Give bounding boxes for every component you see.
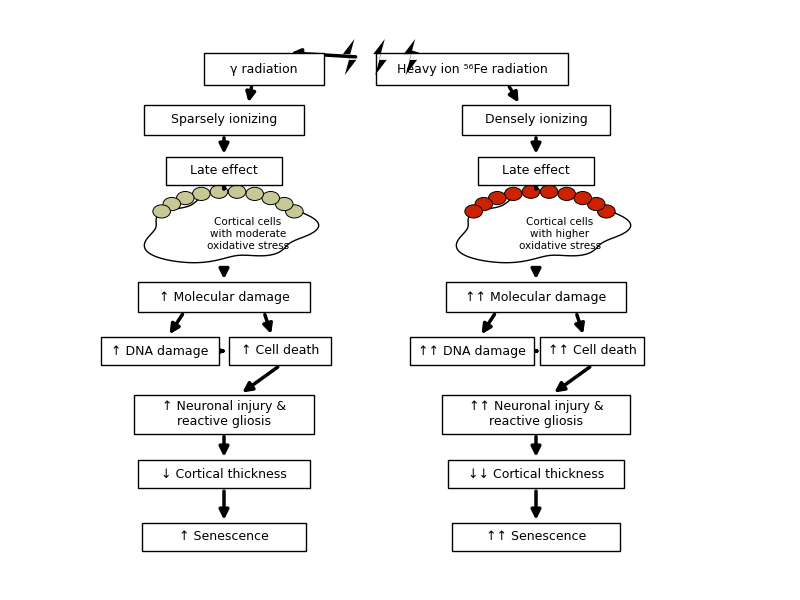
FancyBboxPatch shape [204, 53, 324, 85]
FancyBboxPatch shape [229, 337, 331, 365]
Circle shape [558, 187, 575, 200]
Circle shape [228, 185, 246, 199]
Text: ↑↑ Molecular damage: ↑↑ Molecular damage [466, 290, 606, 304]
Circle shape [262, 191, 279, 205]
FancyBboxPatch shape [446, 282, 626, 312]
Text: Heavy ion ⁵⁶Fe radiation: Heavy ion ⁵⁶Fe radiation [397, 62, 547, 76]
FancyBboxPatch shape [540, 337, 644, 365]
Text: ↑ DNA damage: ↑ DNA damage [111, 344, 209, 358]
Polygon shape [456, 190, 630, 263]
Circle shape [489, 191, 506, 205]
Text: Densely ionizing: Densely ionizing [485, 113, 587, 127]
Circle shape [153, 205, 170, 218]
Circle shape [163, 197, 181, 211]
Text: Late effect: Late effect [190, 164, 258, 178]
Circle shape [522, 185, 540, 199]
FancyBboxPatch shape [448, 460, 624, 488]
Polygon shape [374, 39, 386, 75]
Polygon shape [343, 39, 356, 75]
Text: Cortical cells
with higher
oxidative stress: Cortical cells with higher oxidative str… [519, 217, 601, 251]
FancyBboxPatch shape [478, 157, 594, 185]
Circle shape [574, 191, 591, 205]
FancyBboxPatch shape [410, 337, 534, 365]
Text: ↑↑ Senescence: ↑↑ Senescence [486, 530, 586, 544]
FancyBboxPatch shape [142, 523, 306, 551]
FancyBboxPatch shape [138, 282, 310, 312]
FancyBboxPatch shape [462, 105, 610, 135]
FancyBboxPatch shape [101, 337, 219, 365]
Text: ↑ Molecular damage: ↑ Molecular damage [158, 290, 290, 304]
FancyBboxPatch shape [144, 105, 304, 135]
FancyBboxPatch shape [452, 523, 620, 551]
FancyBboxPatch shape [166, 157, 282, 185]
Text: ↑ Cell death: ↑ Cell death [241, 344, 319, 358]
Circle shape [275, 197, 293, 211]
Text: Cortical cells
with moderate
oxidative stress: Cortical cells with moderate oxidative s… [207, 217, 289, 251]
FancyBboxPatch shape [138, 460, 310, 488]
FancyBboxPatch shape [376, 53, 568, 85]
Circle shape [286, 205, 303, 218]
Text: ↑↑ Neuronal injury &
reactive gliosis: ↑↑ Neuronal injury & reactive gliosis [469, 400, 603, 428]
Circle shape [210, 185, 228, 199]
Circle shape [246, 187, 263, 200]
Text: ↓↓ Cortical thickness: ↓↓ Cortical thickness [468, 467, 604, 481]
Text: ↑↑ Cell death: ↑↑ Cell death [548, 344, 636, 358]
Circle shape [177, 191, 194, 205]
Circle shape [505, 187, 522, 200]
Text: Late effect: Late effect [502, 164, 570, 178]
Text: γ radiation: γ radiation [230, 62, 298, 76]
Polygon shape [404, 39, 417, 75]
FancyBboxPatch shape [134, 395, 314, 433]
Text: ↑↑ DNA damage: ↑↑ DNA damage [418, 344, 526, 358]
Polygon shape [144, 190, 318, 263]
Circle shape [465, 205, 482, 218]
Circle shape [475, 197, 493, 211]
Text: ↓ Cortical thickness: ↓ Cortical thickness [161, 467, 287, 481]
Text: ↑ Neuronal injury &
reactive gliosis: ↑ Neuronal injury & reactive gliosis [162, 400, 286, 428]
Text: ↑ Senescence: ↑ Senescence [179, 530, 269, 544]
Circle shape [587, 197, 605, 211]
Circle shape [540, 185, 558, 199]
Text: Sparsely ionizing: Sparsely ionizing [171, 113, 277, 127]
Circle shape [193, 187, 210, 200]
Circle shape [598, 205, 615, 218]
FancyBboxPatch shape [442, 395, 630, 433]
